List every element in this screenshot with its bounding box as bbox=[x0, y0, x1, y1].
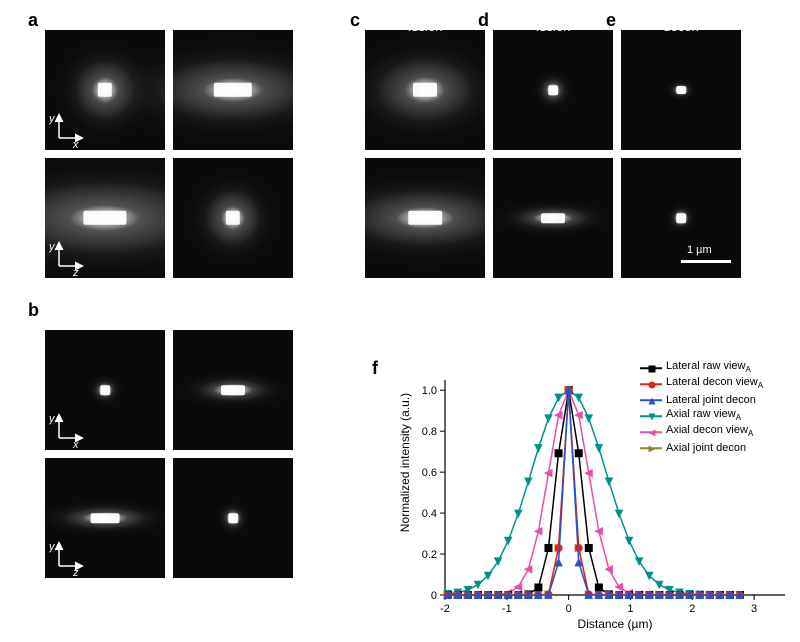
svg-text:y: y bbox=[49, 113, 56, 125]
label-a: a bbox=[28, 10, 38, 31]
svg-text:0.4: 0.4 bbox=[422, 508, 437, 520]
scalebar-label: 1 µm bbox=[687, 244, 712, 256]
legend-item: Lateral decon viewA bbox=[640, 376, 763, 392]
title-decon_viewB: DeconviewB bbox=[173, 298, 293, 331]
line-plot: -2-1012300.20.40.60.81.0Distance (µm)Nor… bbox=[400, 370, 795, 640]
label-f: f bbox=[372, 358, 378, 379]
svg-text:3: 3 bbox=[751, 603, 757, 615]
title-raw_fusion: Rawfusion bbox=[365, 6, 485, 34]
svg-text:y: y bbox=[49, 541, 56, 553]
panel-e_xy bbox=[621, 30, 741, 150]
svg-text:0.8: 0.8 bbox=[422, 426, 437, 438]
panel-a_xy_B bbox=[173, 30, 293, 150]
panel-c_xy bbox=[365, 30, 485, 150]
svg-text:y: y bbox=[49, 413, 56, 425]
svg-text:x: x bbox=[72, 439, 79, 448]
title-decon_viewA: DeconviewA bbox=[45, 298, 165, 331]
panel-b_xy_B bbox=[173, 330, 293, 450]
label-c: c bbox=[350, 10, 360, 31]
legend-item: Axial decon viewA bbox=[640, 424, 763, 440]
xlabel: Distance (µm) bbox=[445, 617, 785, 631]
svg-text:1.0: 1.0 bbox=[422, 385, 437, 397]
legend: Lateral raw viewALateral decon viewALate… bbox=[640, 360, 763, 456]
label-b: b bbox=[28, 300, 39, 321]
svg-text:0: 0 bbox=[431, 590, 437, 602]
ylabel: Normalized intensity (a.u.) bbox=[398, 355, 412, 570]
svg-text:x: x bbox=[72, 139, 79, 148]
title-decon_fusion: Deconfusion bbox=[493, 6, 613, 34]
svg-text:-2: -2 bbox=[440, 603, 450, 615]
svg-text:z: z bbox=[72, 567, 79, 576]
svg-text:0.2: 0.2 bbox=[422, 549, 437, 561]
panel-d_xy bbox=[493, 30, 613, 150]
panel-b_yz_B bbox=[173, 458, 293, 578]
figure: a b c d e f yxyzyxyz1 µm ViewAViewBRawfu… bbox=[0, 0, 800, 642]
svg-text:y: y bbox=[49, 241, 56, 253]
svg-text:2: 2 bbox=[689, 603, 695, 615]
svg-text:1: 1 bbox=[627, 603, 633, 615]
title-viewA: ViewA bbox=[45, 12, 165, 30]
legend-item: Axial joint decon bbox=[640, 440, 763, 456]
panel-a_yz_B bbox=[173, 158, 293, 278]
title-joint_decon: Jointdecon bbox=[621, 6, 741, 34]
title-viewB: ViewB bbox=[173, 12, 293, 30]
svg-text:0: 0 bbox=[566, 603, 572, 615]
panel-d_yz bbox=[493, 158, 613, 278]
svg-text:z: z bbox=[72, 267, 79, 276]
scalebar bbox=[681, 260, 731, 263]
svg-text:0.6: 0.6 bbox=[422, 467, 437, 479]
panel-c_yz bbox=[365, 158, 485, 278]
svg-text:-1: -1 bbox=[502, 603, 512, 615]
